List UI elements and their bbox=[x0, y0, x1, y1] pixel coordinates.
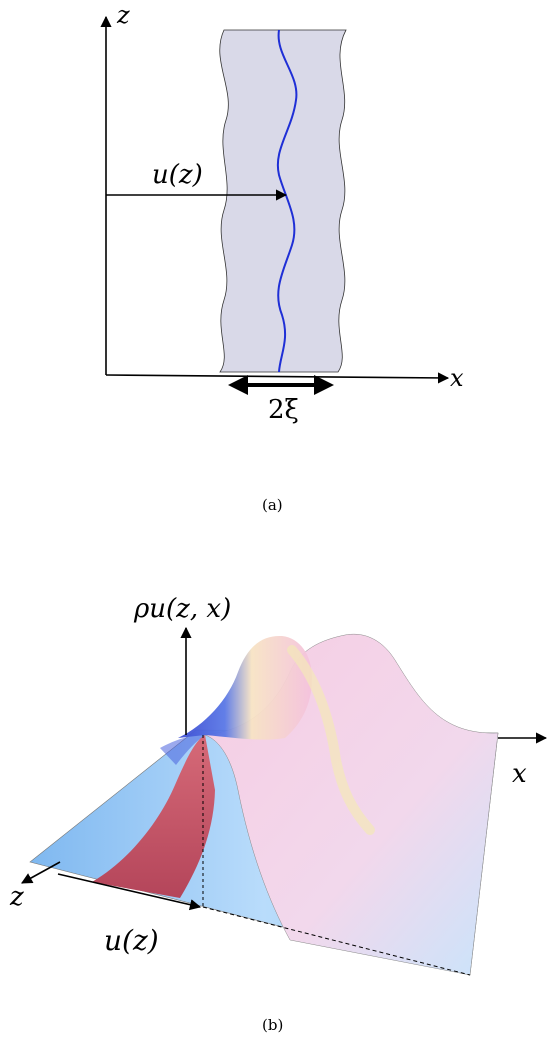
caption-b: (b) bbox=[262, 1016, 283, 1034]
panel-b: ρu(z, x) x z u(z) (b) bbox=[9, 594, 548, 1034]
displacement-arrow-b bbox=[57, 873, 202, 911]
surface-left-shadow bbox=[160, 734, 205, 765]
vortex-core-band bbox=[219, 29, 347, 373]
x-axis-label-b: x bbox=[512, 759, 527, 789]
z-axis-b bbox=[21, 861, 61, 884]
peak-floor-line bbox=[202, 906, 471, 976]
width-label: 2ξ bbox=[268, 395, 299, 425]
x-axis-label: x bbox=[450, 364, 464, 392]
rho-axis-label: ρu(z, x) bbox=[133, 594, 231, 624]
z-axis-label: z bbox=[116, 1, 130, 29]
z-axis-label-b: z bbox=[9, 882, 24, 912]
surface-peak-ridge bbox=[178, 635, 312, 740]
x-axis bbox=[105, 372, 450, 384]
displacement-label: u(z) bbox=[152, 160, 203, 190]
vortex-center-line bbox=[276, 29, 298, 373]
caption-a: (a) bbox=[262, 496, 283, 514]
panel-a: z x u(z) 2ξ (a) bbox=[100, 1, 464, 514]
width-double-arrow bbox=[228, 375, 334, 395]
surface-ridge-highlight bbox=[287, 645, 375, 835]
displacement-label-b: u(z) bbox=[104, 924, 159, 957]
surface-front-section bbox=[92, 735, 215, 898]
